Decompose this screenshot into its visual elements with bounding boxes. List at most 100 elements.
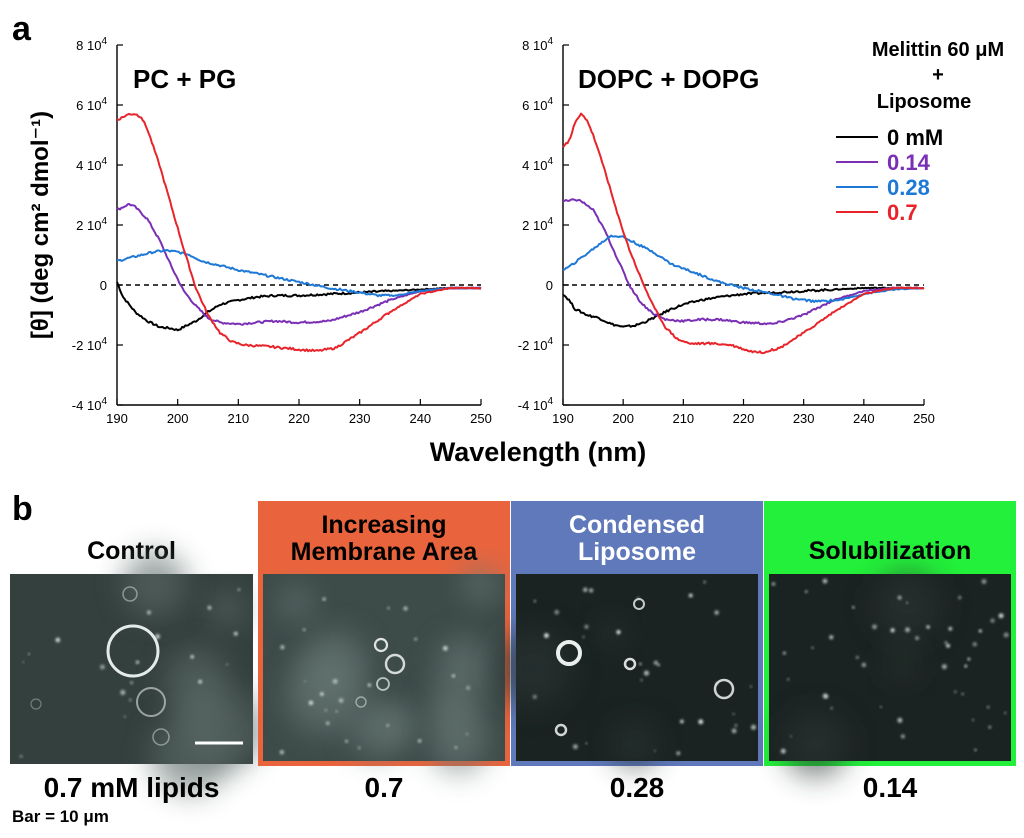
vesicle-dot (533, 600, 537, 603)
vesicle-dot (130, 681, 134, 685)
chart-title: PC + PG (133, 64, 236, 94)
panel-caption: 0.7 (365, 772, 404, 803)
vesicle-dot (324, 708, 328, 712)
background-haze (492, 628, 573, 709)
vesicle-dot (22, 661, 25, 663)
vesicle-dot (986, 705, 990, 709)
scale-bar-caption: Bar = 10 μm (12, 807, 109, 826)
x-tick-label: 230 (793, 411, 815, 426)
y-tick-label: 4 104 (76, 156, 107, 173)
vesicle-dot (414, 637, 418, 641)
background-haze (611, 720, 659, 768)
vesicle-dot (915, 636, 919, 640)
panel-title-line: Solubilization (809, 537, 972, 565)
vesicle-dot (1003, 632, 1009, 638)
vesicle-dot (676, 751, 681, 756)
background-haze (884, 644, 920, 680)
vesicle-dot (749, 685, 753, 688)
vesicle-dot (961, 692, 964, 696)
liposome-ring (373, 637, 389, 653)
x-tick-label: 250 (470, 411, 492, 426)
vesicle-dot (589, 588, 594, 593)
vesicle-dot (855, 655, 859, 659)
vesicle-dot (585, 742, 588, 745)
vesicle-dot (584, 624, 589, 629)
background-haze (278, 585, 313, 620)
vesicle-dot (345, 739, 348, 743)
liposome-ring (355, 696, 367, 708)
y-tick-label: -4 104 (72, 396, 108, 413)
vesicle-dot (442, 645, 448, 651)
vesicle-dot (155, 634, 161, 640)
vesicle-dot (322, 597, 326, 601)
vesicle-dot (822, 578, 828, 584)
vesicle-dot (880, 706, 882, 708)
vesicle-dot (338, 698, 344, 703)
vesicle-dot (679, 719, 684, 724)
vesicle-dot (120, 689, 126, 695)
background-haze (285, 657, 362, 735)
vesicle-dot (964, 664, 968, 668)
panel-caption: 0.14 (863, 772, 918, 803)
series-line (116, 203, 482, 326)
vesicle-dot (616, 630, 621, 635)
vesicle-dot (804, 590, 808, 593)
panel-title-line: Increasing (321, 511, 446, 539)
cd-spectrum-chart-pc-pg: PC + PG 8 104 6 104 4 104 2 104 0 -2 104 -4 10… (72, 36, 492, 426)
vesicle-dot (657, 663, 660, 667)
vesicle-dot (572, 744, 578, 750)
y-tick-label: 0 (100, 278, 107, 293)
vesicle-dot (466, 686, 470, 690)
x-tick-label: 220 (733, 411, 755, 426)
vesicle-dot (128, 698, 132, 702)
x-tick-label: 220 (288, 411, 310, 426)
vesicle-dot (639, 662, 642, 666)
vesicle-dot (990, 618, 995, 623)
background-haze (436, 636, 494, 695)
vesicle-dot (829, 635, 834, 640)
series-line (562, 234, 925, 304)
vesicle-dot (750, 724, 757, 730)
x-tick-label: 210 (672, 411, 694, 426)
x-tick-label: 240 (853, 411, 875, 426)
vesicle-dot (403, 606, 408, 611)
microscopy-panel: Solubilization 0.14 (764, 501, 1016, 803)
liposome-ring (122, 586, 138, 602)
vesicle-dot (302, 628, 306, 631)
y-tick-label: 8 104 (522, 36, 553, 53)
vesicle-dot (698, 719, 704, 725)
liposome-ring (633, 598, 645, 610)
vesicle-dot (900, 734, 905, 739)
vesicle-dot (688, 593, 693, 598)
vesicle-dot (946, 643, 950, 648)
vesicle-dot (123, 715, 126, 718)
panel-title-line: Liposome (578, 538, 696, 566)
y-axis-label: [θ] (deg cm² dmol⁻¹) (27, 111, 54, 339)
vesicle-dot (279, 749, 285, 755)
vesicle-dot (367, 683, 371, 687)
vesicle-dot (780, 748, 786, 754)
vesicle-dot (811, 646, 814, 649)
vesicle-dot (981, 579, 987, 584)
legend-label: 0 mM (887, 125, 943, 150)
vesicle-dot (582, 635, 585, 638)
liposome-ring (152, 728, 170, 746)
vesicle-dot (944, 641, 948, 645)
vesicle-dot (304, 680, 306, 683)
vesicle-dot (978, 629, 982, 633)
y-tick-label: -2 104 (518, 336, 554, 353)
vesicle-dot (872, 624, 877, 630)
x-tick-label: 190 (106, 411, 128, 426)
panel-title-line: Membrane Area (291, 538, 479, 566)
liposome-ring (713, 678, 735, 700)
vesicle-dot (988, 725, 992, 729)
panel-title-line: Condensed (569, 511, 705, 539)
y-tick-label: -4 104 (518, 396, 554, 413)
vesicle-dot (861, 662, 867, 668)
vesicle-dot (967, 657, 971, 661)
vesicle-dot (906, 601, 909, 604)
x-tick-label: 250 (913, 411, 935, 426)
liposome-ring (384, 653, 406, 675)
